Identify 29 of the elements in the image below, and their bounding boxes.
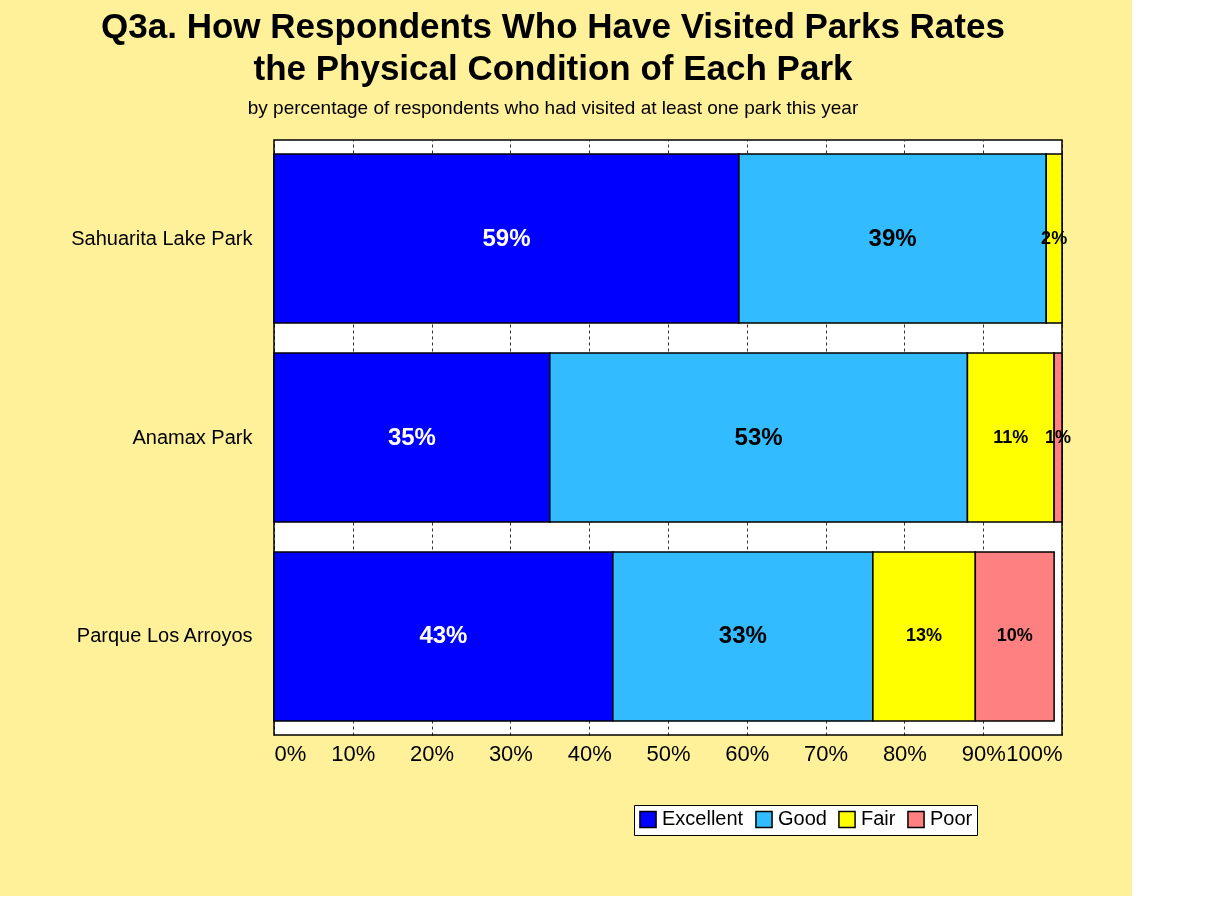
x-tick-label: 10% (331, 740, 376, 766)
legend-label: Fair (861, 807, 896, 830)
x-tick-label: 70% (804, 740, 849, 766)
x-tick-label: 60% (725, 740, 770, 766)
data-label: 39% (868, 223, 917, 251)
y-tick-label: Anamax Park (132, 425, 254, 448)
x-tick-label: 40% (567, 740, 612, 766)
x-tick-label: 20% (410, 740, 455, 766)
y-tick-label: Parque Los Arroyos (76, 624, 253, 647)
legend-label: Excellent (662, 807, 744, 830)
data-label: 53% (734, 422, 783, 450)
chart-title: Q3a. How Respondents Who Have Visited Parks Rates the Physical Condition of Each Park (101, 6, 1005, 87)
legend-label: Poor (930, 807, 973, 830)
y-tick-label: Sahuarita Lake Park (71, 226, 254, 249)
x-tick-label: 80% (882, 740, 927, 766)
data-label: 35% (387, 422, 436, 450)
data-label: 11% (993, 426, 1029, 447)
data-label: 33% (718, 621, 767, 649)
data-label: 13% (906, 625, 943, 646)
x-tick-label: 50% (646, 740, 691, 766)
chart-subtitle: by percentage of respondents who had visited at least one park this year (247, 97, 859, 118)
x-tick-label: 90% (961, 740, 1006, 766)
data-label: 43% (419, 621, 468, 649)
data-label: 10% (996, 625, 1033, 646)
data-label: 59% (482, 223, 531, 251)
x-tick-label: 100% (1006, 740, 1063, 766)
x-tick-label: 30% (488, 740, 533, 766)
legend-label: Good (778, 807, 827, 830)
x-tick-label: 0% (274, 740, 307, 766)
